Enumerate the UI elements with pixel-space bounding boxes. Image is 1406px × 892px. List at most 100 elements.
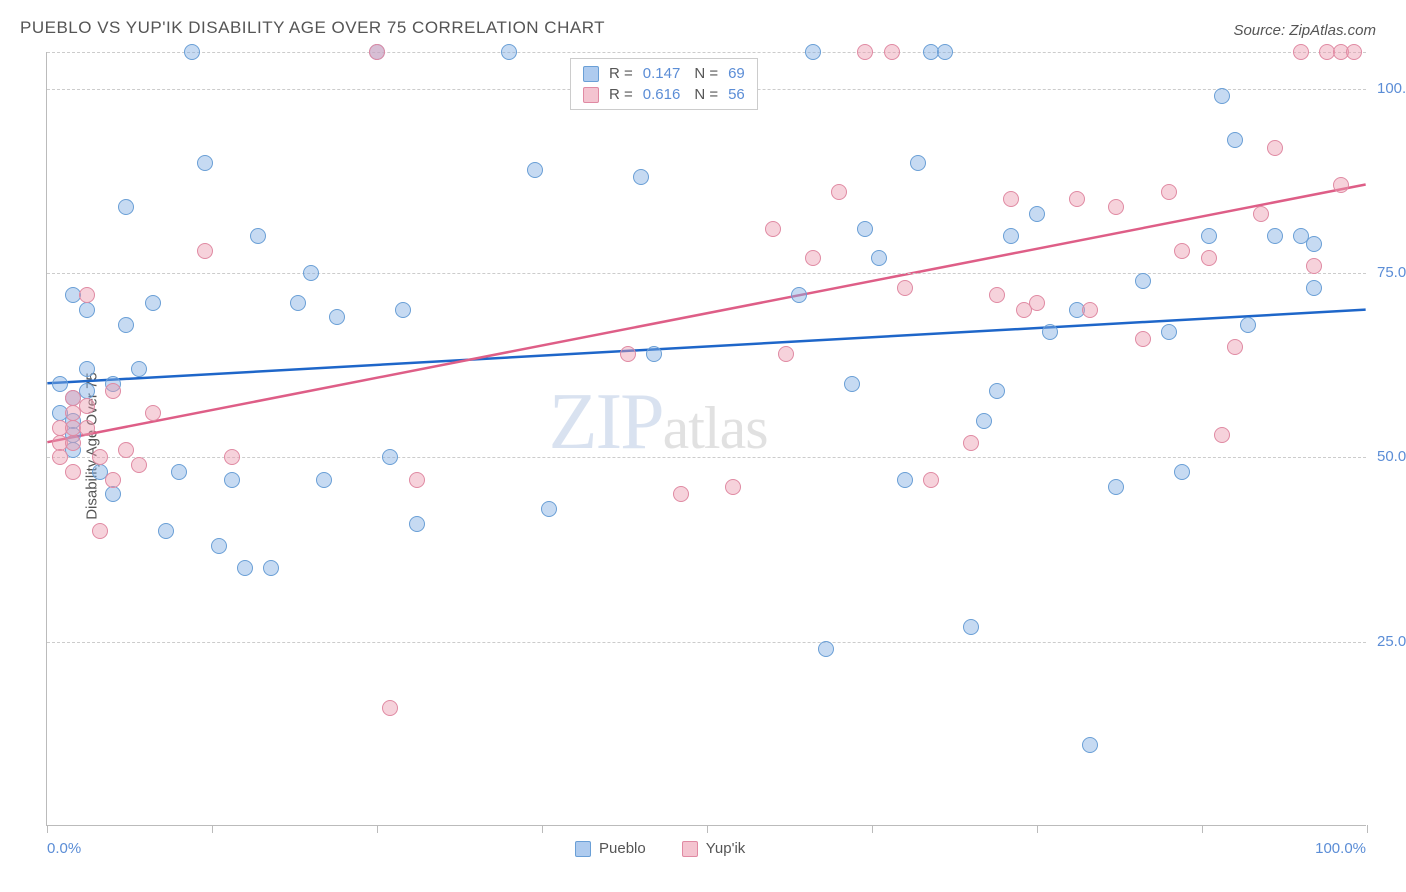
yupik-point <box>1135 331 1151 347</box>
pueblo-point <box>79 361 95 377</box>
n-value: 56 <box>728 86 745 103</box>
yupik-point <box>831 184 847 200</box>
yupik-point <box>778 346 794 362</box>
x-tick <box>872 825 873 833</box>
yupik-point <box>197 243 213 259</box>
pueblo-point <box>1214 88 1230 104</box>
n-label: N = <box>694 65 718 82</box>
r-value: 0.147 <box>643 65 681 82</box>
pueblo-point <box>963 619 979 635</box>
pueblo-point <box>937 44 953 60</box>
yupik-swatch-icon <box>583 87 599 103</box>
pueblo-point <box>79 302 95 318</box>
pueblo-point <box>197 155 213 171</box>
yupik-point <box>65 435 81 451</box>
pueblo-point <box>1082 737 1098 753</box>
yupik-point <box>1174 243 1190 259</box>
pueblo-point <box>791 287 807 303</box>
pueblo-point <box>1227 132 1243 148</box>
pueblo-point <box>989 383 1005 399</box>
yupik-point <box>105 472 121 488</box>
x-tick <box>1202 825 1203 833</box>
pueblo-point <box>976 413 992 429</box>
y-tick-label: 100.0% <box>1377 80 1406 97</box>
yupik-point <box>673 486 689 502</box>
yupik-point <box>1214 427 1230 443</box>
yupik-point <box>857 44 873 60</box>
pueblo-point <box>633 169 649 185</box>
pueblo-point <box>158 523 174 539</box>
r-label: R = <box>609 86 633 103</box>
yupik-point <box>1108 199 1124 215</box>
pueblo-point <box>118 199 134 215</box>
yupik-point <box>79 287 95 303</box>
trend-lines-svg <box>47 52 1366 825</box>
plot-area: ZIPatlas 25.0%50.0%75.0%100.0%0.0%100.0% <box>46 52 1366 826</box>
x-tick <box>707 825 708 833</box>
yupik-point <box>79 420 95 436</box>
yupik-point <box>52 449 68 465</box>
yupik-point <box>65 464 81 480</box>
yupik-point <box>224 449 240 465</box>
yupik-point <box>765 221 781 237</box>
pueblo-point <box>1240 317 1256 333</box>
pueblo-point <box>131 361 147 377</box>
y-tick-label: 25.0% <box>1377 633 1406 650</box>
r-label: R = <box>609 65 633 82</box>
yupik-point <box>118 442 134 458</box>
yupik-point <box>1227 339 1243 355</box>
pueblo-point <box>1306 280 1322 296</box>
yupik-point <box>145 405 161 421</box>
legend-item-yupik: Yup'ik <box>682 840 746 857</box>
yupik-point <box>105 383 121 399</box>
x-tick <box>542 825 543 833</box>
yupik-point <box>1333 177 1349 193</box>
yupik-point <box>369 44 385 60</box>
yupik-point <box>989 287 1005 303</box>
yupik-point <box>92 523 108 539</box>
x-tick <box>212 825 213 833</box>
pueblo-point <box>118 317 134 333</box>
pueblo-point <box>105 486 121 502</box>
yupik-point <box>382 700 398 716</box>
pueblo-point <box>52 376 68 392</box>
pueblo-point <box>805 44 821 60</box>
yupik-point <box>1346 44 1362 60</box>
gridline <box>47 642 1366 643</box>
gridline <box>47 52 1366 53</box>
n-value: 69 <box>728 65 745 82</box>
pueblo-point <box>1135 273 1151 289</box>
pueblo-point <box>211 538 227 554</box>
yupik-point <box>884 44 900 60</box>
pueblo-point <box>290 295 306 311</box>
x-tick <box>377 825 378 833</box>
stats-row-pueblo: R = 0.147 N = 69 <box>571 63 757 84</box>
yupik-point <box>1003 191 1019 207</box>
pueblo-point <box>1174 464 1190 480</box>
pueblo-point <box>527 162 543 178</box>
r-value: 0.616 <box>643 86 681 103</box>
pueblo-point <box>171 464 187 480</box>
yupik-point <box>1293 44 1309 60</box>
pueblo-point <box>1003 228 1019 244</box>
pueblo-point <box>1042 324 1058 340</box>
x-tick <box>47 825 48 833</box>
yupik-point <box>1253 206 1269 222</box>
pueblo-point <box>541 501 557 517</box>
pueblo-point <box>382 449 398 465</box>
pueblo-point <box>329 309 345 325</box>
yupik-point <box>897 280 913 296</box>
pueblo-point <box>857 221 873 237</box>
legend-label: Pueblo <box>599 840 646 857</box>
pueblo-point <box>1201 228 1217 244</box>
pueblo-point <box>1029 206 1045 222</box>
pueblo-trendline <box>47 310 1365 384</box>
pueblo-point <box>250 228 266 244</box>
pueblo-point <box>145 295 161 311</box>
y-tick-label: 50.0% <box>1377 448 1406 465</box>
pueblo-point <box>1306 236 1322 252</box>
pueblo-point <box>844 376 860 392</box>
pueblo-point <box>871 250 887 266</box>
yupik-point <box>409 472 425 488</box>
yupik-point <box>1082 302 1098 318</box>
